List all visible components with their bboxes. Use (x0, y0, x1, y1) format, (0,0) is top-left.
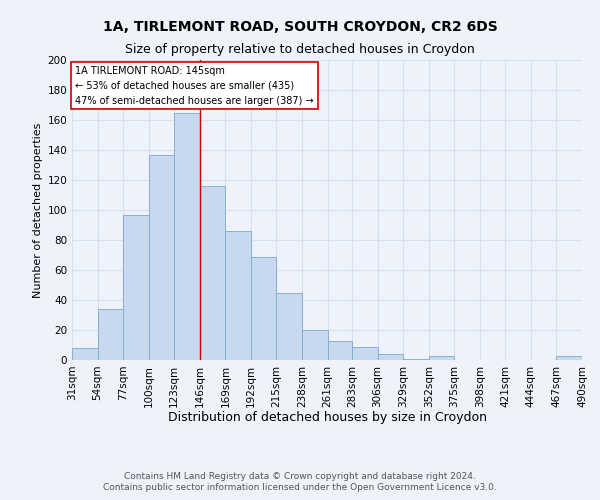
Bar (277, 292, 302, 360)
Bar (428, 356, 454, 360)
Bar (556, 356, 582, 360)
Bar (123, 214, 149, 360)
Bar (200, 186, 226, 360)
Bar (403, 358, 428, 360)
Bar (226, 231, 251, 360)
Bar (98, 309, 123, 360)
Bar (251, 256, 277, 360)
X-axis label: Distribution of detached houses by size in Croydon: Distribution of detached houses by size … (167, 411, 487, 424)
Bar (302, 330, 328, 360)
Text: 1A, TIRLEMONT ROAD, SOUTH CROYDON, CR2 6DS: 1A, TIRLEMONT ROAD, SOUTH CROYDON, CR2 6… (103, 20, 497, 34)
Bar (72, 348, 98, 360)
Bar (377, 354, 403, 360)
Text: Size of property relative to detached houses in Croydon: Size of property relative to detached ho… (125, 42, 475, 56)
Bar (149, 154, 174, 360)
Bar (352, 346, 377, 360)
Bar (328, 340, 352, 360)
Bar (174, 112, 200, 360)
Text: Contains HM Land Registry data © Crown copyright and database right 2024.: Contains HM Land Registry data © Crown c… (124, 472, 476, 481)
Text: 1A TIRLEMONT ROAD: 145sqm
← 53% of detached houses are smaller (435)
47% of semi: 1A TIRLEMONT ROAD: 145sqm ← 53% of detac… (76, 66, 314, 106)
Text: Contains public sector information licensed under the Open Government Licence v3: Contains public sector information licen… (103, 484, 497, 492)
Y-axis label: Number of detached properties: Number of detached properties (33, 122, 43, 298)
